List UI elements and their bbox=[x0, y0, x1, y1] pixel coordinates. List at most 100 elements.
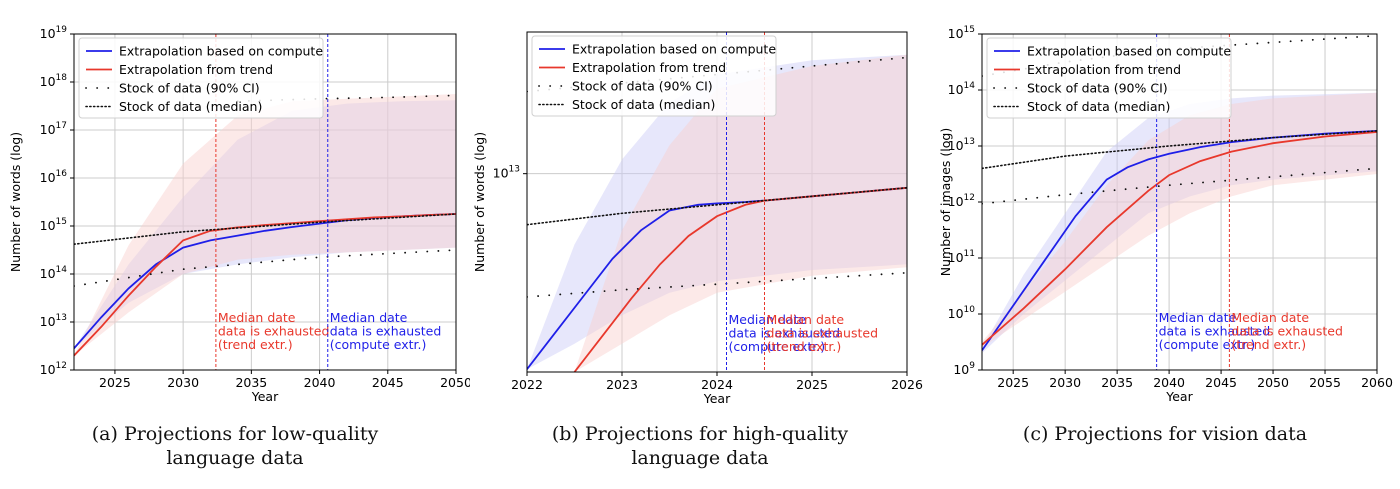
caption-b: (b) Projections for high-quality languag… bbox=[470, 422, 930, 470]
annotation-line: data is exhausted bbox=[1231, 324, 1343, 339]
chart-b-svg: Median date data is exhausted (compute ext… bbox=[472, 31, 923, 406]
annotation-line: data is exhausted bbox=[729, 326, 841, 341]
legend-label-compute: Extrapolation based on compute bbox=[1027, 44, 1231, 59]
x-tick-label: 2025 bbox=[997, 375, 1029, 390]
annotation-line: data is exhausted bbox=[767, 326, 879, 341]
annotation-line: (compute extr.) bbox=[1159, 337, 1256, 352]
chart-a-svg: Median date data is exhausted (trend extr.… bbox=[8, 25, 470, 404]
plot-frame bbox=[73, 33, 457, 371]
y-tick-base: 10 bbox=[953, 362, 969, 377]
legend-box bbox=[78, 37, 324, 119]
annotation-line: data is exhausted bbox=[1159, 324, 1271, 339]
y-tick-base: 10 bbox=[948, 306, 964, 321]
x-axis-label: Year bbox=[251, 389, 279, 404]
x-tick-label: 2045 bbox=[1205, 375, 1237, 390]
annotation-compute: Median date data is exhausted (compute ext… bbox=[1159, 310, 1271, 352]
caption-b-line2: language data bbox=[631, 447, 769, 469]
x-tick-label: 2040 bbox=[1153, 375, 1185, 390]
y-tick-label: 1019 bbox=[40, 25, 68, 41]
y-tick-label: 1015 bbox=[948, 25, 975, 41]
y-tick-exponent: 13 bbox=[964, 137, 975, 147]
legend-label-median: Stock of data (median) bbox=[1027, 99, 1170, 114]
y-tick-base: 10 bbox=[40, 74, 56, 89]
legend-label-median: Stock of data (median) bbox=[572, 97, 715, 112]
caption-b-line1: (b) Projections for high-quality bbox=[551, 423, 849, 445]
y-tick-exponent: 15 bbox=[56, 217, 67, 227]
series-trend bbox=[573, 186, 907, 372]
caption-c-line1: (c) Projections for vision data bbox=[1022, 423, 1308, 445]
band-trend bbox=[574, 54, 907, 372]
x-tick-label: 2024 bbox=[701, 377, 733, 392]
annotation-trend: Median date data is exhausted (trend extr.… bbox=[767, 312, 879, 354]
y-axis-label: Number of words (log) bbox=[472, 132, 487, 272]
annotation-line: Median date bbox=[218, 310, 296, 325]
y-tick-exponent: 14 bbox=[964, 81, 976, 91]
series-trend bbox=[74, 213, 456, 357]
chart-c-svg: Median date data is exhausted (compute ext… bbox=[938, 25, 1393, 404]
y-tick-label: 1017 bbox=[40, 121, 67, 137]
chart-panel-c: Median date data is exhausted (compute ext… bbox=[930, 0, 1400, 489]
annotation-line: data is exhausted bbox=[330, 324, 442, 339]
y-tick-label: 1011 bbox=[948, 249, 975, 265]
y-tick-exponent: 12 bbox=[56, 361, 67, 371]
x-tick-label: 2050 bbox=[1257, 375, 1289, 390]
series-trend bbox=[982, 131, 1377, 346]
x-tick-label: 2035 bbox=[1101, 375, 1133, 390]
legend: Extrapolation based on compute Extrapolat… bbox=[986, 37, 1232, 119]
legend: Extrapolation based on compute Extrapolat… bbox=[78, 37, 324, 119]
x-tick-label: 2022 bbox=[511, 377, 543, 392]
y-tick-label: 1012 bbox=[40, 361, 67, 377]
legend: Extrapolation based on compute Extrapolat… bbox=[531, 35, 777, 117]
annotation-line: Median date bbox=[330, 310, 408, 325]
y-tick-base: 10 bbox=[40, 314, 56, 329]
plot-area bbox=[74, 94, 456, 357]
annotation-line: (compute extr.) bbox=[729, 339, 826, 354]
legend-label-ci: Stock of data (90% CI) bbox=[1027, 81, 1168, 96]
band-compute bbox=[527, 54, 907, 370]
y-tick-exponent: 10 bbox=[964, 305, 976, 315]
legend-label-compute: Extrapolation based on compute bbox=[572, 42, 776, 57]
y-tick-exponent: 13 bbox=[509, 165, 520, 175]
y-tick-exponent: 12 bbox=[964, 193, 975, 203]
x-tick-label: 2035 bbox=[235, 375, 267, 390]
chart-panel-a: Median date data is exhausted (trend extr.… bbox=[0, 0, 470, 489]
legend-box bbox=[986, 37, 1232, 119]
y-tick-base: 10 bbox=[948, 26, 964, 41]
x-tick-label: 2045 bbox=[372, 375, 404, 390]
annotation-line: (trend extr.) bbox=[767, 339, 842, 354]
band-trend bbox=[982, 92, 1377, 348]
series-ci_low bbox=[982, 167, 1377, 205]
series-median bbox=[527, 187, 907, 226]
annotation-line: (trend extr.) bbox=[1231, 337, 1306, 352]
annotation-compute: Median date data is exhausted (compute ext… bbox=[330, 310, 442, 352]
x-tick-label: 2023 bbox=[606, 377, 638, 392]
y-tick-exponent: 14 bbox=[56, 265, 68, 275]
y-tick-base: 10 bbox=[948, 194, 964, 209]
caption-a-line2: language data bbox=[166, 447, 304, 469]
caption-a-line1: (a) Projections for low-quality bbox=[91, 423, 379, 445]
annotation-line: Median date bbox=[1159, 310, 1237, 325]
y-tick-base: 10 bbox=[40, 122, 56, 137]
y-tick-base: 10 bbox=[40, 26, 56, 41]
x-tick-label: 2025 bbox=[99, 375, 131, 390]
y-tick-label: 1014 bbox=[40, 265, 68, 281]
y-tick-label: 1012 bbox=[948, 193, 975, 209]
x-axis-label: Year bbox=[1165, 389, 1193, 404]
annotation-trend: Median date data is exhausted (trend extr.… bbox=[218, 310, 330, 352]
y-tick-base: 10 bbox=[493, 166, 509, 181]
annotation-trend: Median date data is exhausted (trend extr.… bbox=[1231, 310, 1343, 352]
y-axis-label: Number of words (log) bbox=[8, 132, 23, 272]
y-tick-exponent: 19 bbox=[56, 25, 68, 35]
chart-panel-b: Median date data is exhausted (compute ext… bbox=[470, 0, 930, 489]
y-tick-label: 1018 bbox=[40, 73, 68, 89]
series-ci_low bbox=[74, 249, 456, 287]
legend-box bbox=[531, 35, 777, 117]
legend-label-ci: Stock of data (90% CI) bbox=[572, 79, 713, 94]
y-tick-label: 1015 bbox=[40, 217, 67, 233]
x-tick-label: 2025 bbox=[796, 377, 828, 392]
legend-label-trend: Extrapolation from trend bbox=[119, 62, 273, 77]
y-tick-base: 10 bbox=[40, 362, 56, 377]
legend-label-trend: Extrapolation from trend bbox=[572, 60, 726, 75]
y-tick-base: 10 bbox=[40, 266, 56, 281]
y-tick-label: 1013 bbox=[40, 313, 67, 329]
